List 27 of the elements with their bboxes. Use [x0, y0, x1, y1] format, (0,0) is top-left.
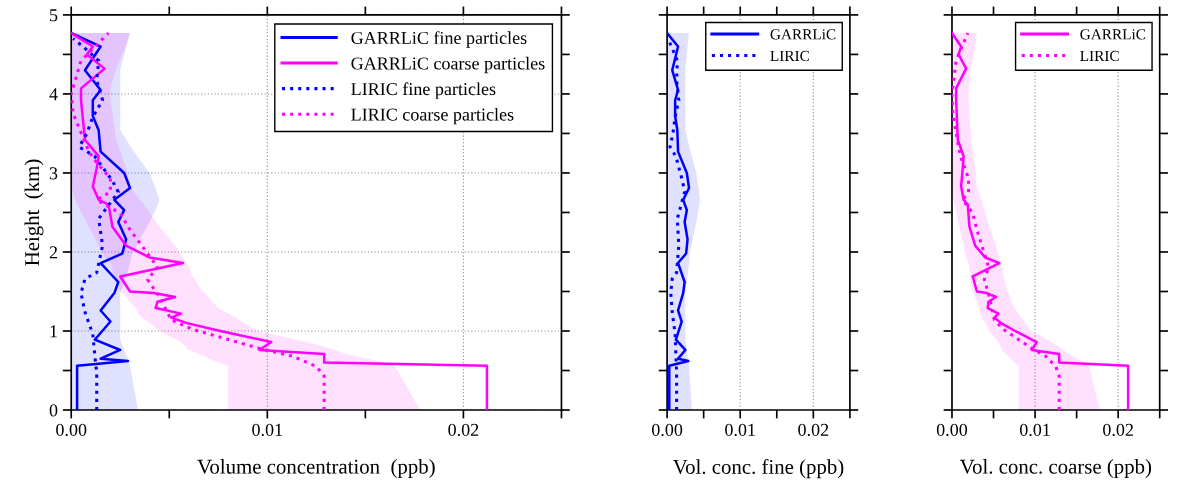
y-tick-label: 4: [49, 88, 58, 101]
x-tick-label: 0.02: [798, 423, 829, 437]
x-tick-label: 0.02: [448, 423, 479, 437]
legend-label: LIRIC fine particles: [351, 82, 496, 99]
x-axis-title: Volume concentration (ppb): [197, 459, 435, 478]
x-tick-label: 0.01: [1019, 423, 1050, 437]
x-axis-title: Vol. conc. fine (ppb): [673, 459, 844, 479]
x-tick-label: 0.00: [56, 423, 87, 437]
legend-label: GARRLiC: [770, 29, 836, 40]
x-tick-label: 0.02: [1103, 423, 1133, 437]
x-tick-label: 0.00: [936, 423, 968, 437]
y-tick-label: 2: [49, 246, 58, 259]
legend-label: GARRLiC fine particles: [351, 31, 527, 48]
y-tick-label: 3: [49, 167, 58, 180]
legend-label: LIRIC: [770, 50, 809, 62]
x-tick-label: 0.01: [252, 423, 283, 437]
y-axis-title: Height (km): [24, 159, 44, 266]
x-tick-label: 0.00: [651, 423, 683, 437]
y-tick-label: 5: [50, 9, 58, 22]
legend-label: GARRLiC: [1080, 29, 1146, 40]
x-axis-title: Vol. conc. coarse (ppb): [959, 459, 1152, 478]
legend-label: LIRIC coarse particles: [351, 107, 514, 125]
y-tick-label: 1: [50, 325, 57, 338]
y-tick-label: 0: [49, 404, 58, 417]
legend-label: GARRLiC coarse particles: [351, 56, 545, 74]
x-tick-label: 0.01: [725, 423, 755, 437]
legend-label: LIRIC: [1080, 50, 1119, 62]
